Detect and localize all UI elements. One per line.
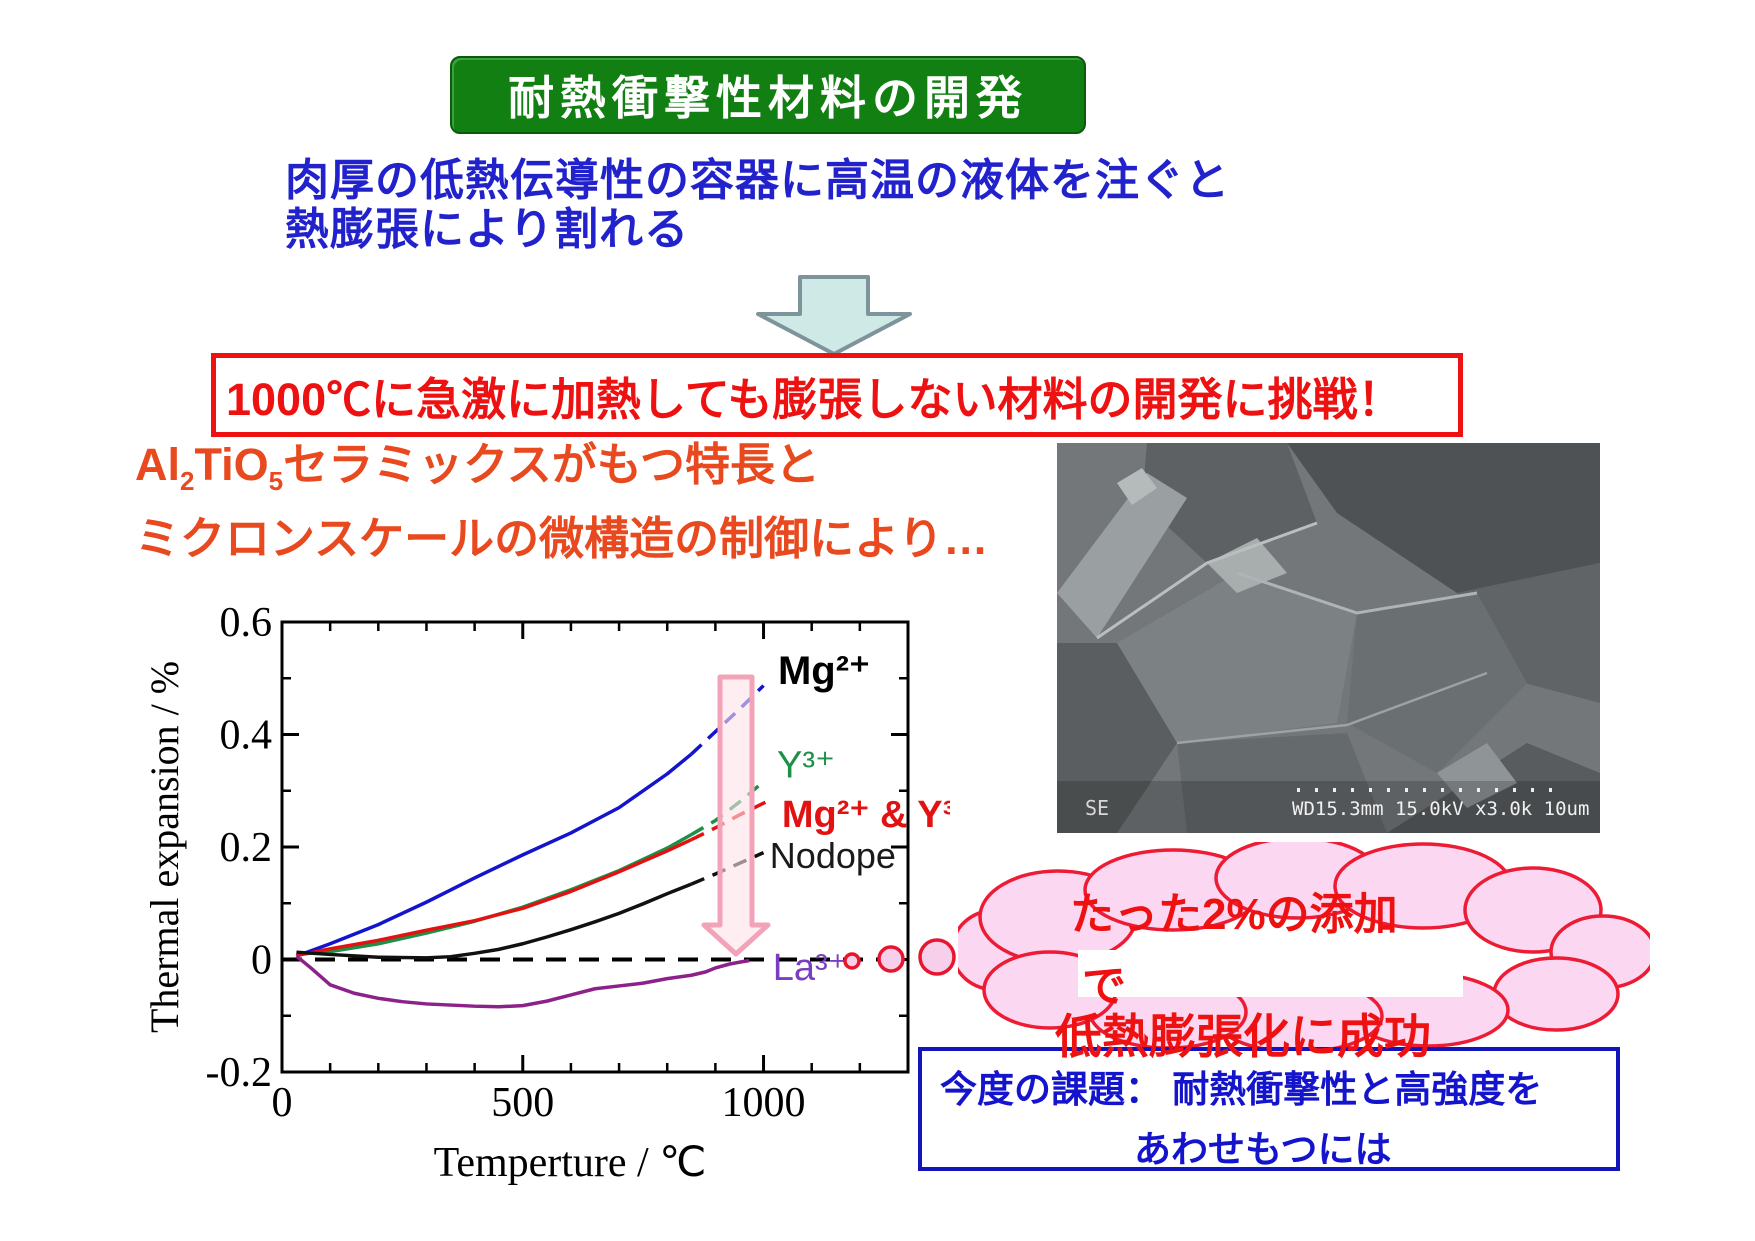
- y-tick-label: 0.4: [220, 713, 273, 759]
- series-Mg2+: [295, 752, 693, 958]
- x-tick-label: 1000: [722, 1080, 806, 1126]
- x-tick-label: 0: [272, 1080, 293, 1126]
- intro-line-1: 肉厚の低熱伝導性の容器に高温の液体を注ぐと: [285, 156, 1230, 205]
- sem-image: SE WD15.3mm 15.0kV x3.0k 10um: [1057, 443, 1600, 833]
- down-arrow-icon: [756, 275, 912, 356]
- intro-text: 肉厚の低熱伝導性の容器に高温の液体を注ぐと 熱膨張により割れる: [285, 156, 1230, 254]
- sem-info-label: WD15.3mm 15.0kV x3.0k 10um: [1292, 798, 1589, 820]
- series-Y3+: [296, 833, 693, 957]
- task-box: 今度の課題： 耐熱衝撃性と高強度を あわせもつには: [918, 1047, 1620, 1171]
- intro-line-2: 熱膨張により割れる: [285, 205, 690, 254]
- cloud-text-line-2: で: [1082, 962, 1126, 1011]
- y-tick-label: 0.6: [220, 600, 273, 646]
- cloud-text-line-1: たった2%の添加: [1070, 890, 1398, 939]
- feature-text: Al2TiO5セラミックスがもつ特長と ミクロンスケールの微構造の制御により…: [135, 436, 988, 568]
- sem-detector-label: SE: [1085, 796, 1109, 820]
- feature-line-2: ミクロンスケールの微構造の制御により…: [135, 513, 989, 564]
- series-label: Mg²⁺ & Y³⁺: [782, 794, 950, 836]
- sem-micrograph: SE WD15.3mm 15.0kV x3.0k 10um: [1057, 443, 1600, 833]
- series-Mg2+ & Y3+-dashed: [690, 799, 770, 842]
- task-line-2: あわせもつには: [1134, 1129, 1392, 1170]
- y-tick-label: 0: [251, 938, 272, 984]
- challenge-box: 1000℃に急激に加熱しても膨張しない材料の開発に挑戦！: [211, 353, 1463, 437]
- y-axis-title: Thermal expansion / %: [150, 661, 187, 1033]
- series-label: La³⁺: [773, 947, 848, 989]
- series-Mg2+-dashed: [690, 684, 765, 756]
- cloud-white-patch: [1078, 950, 1463, 997]
- series-Nodope-dashed: [690, 851, 765, 886]
- cloud-text-line-3: 低熱膨張化に成功: [1055, 1010, 1431, 1063]
- series-label: Nodope: [770, 835, 896, 876]
- title-banner: 耐熱衝撃性材料の開発: [450, 56, 1086, 134]
- series-La3+: [295, 954, 750, 1009]
- y-tick-label: 0.2: [220, 825, 273, 871]
- challenge-text: 1000℃に急激に加熱しても膨張しない材料の開発に挑戦！: [226, 373, 1403, 425]
- task-line-1: 今度の課題： 耐熱衝撃性と高強度を: [940, 1069, 1543, 1110]
- x-tick-label: 500: [491, 1080, 554, 1126]
- feature-line-1: Al2TiO5セラミックスがもつ特長と: [135, 439, 820, 496]
- page-title: 耐熱衝撃性材料の開発: [508, 72, 1028, 124]
- y-tick-label: -0.2: [206, 1050, 273, 1096]
- series-label: Y³⁺: [777, 744, 835, 786]
- series-Nodope: [296, 882, 692, 960]
- series-Mg2+ & Y3+: [296, 838, 693, 958]
- x-axis-title: Temperture / ℃: [434, 1140, 707, 1185]
- series-label: Mg²⁺: [778, 649, 870, 693]
